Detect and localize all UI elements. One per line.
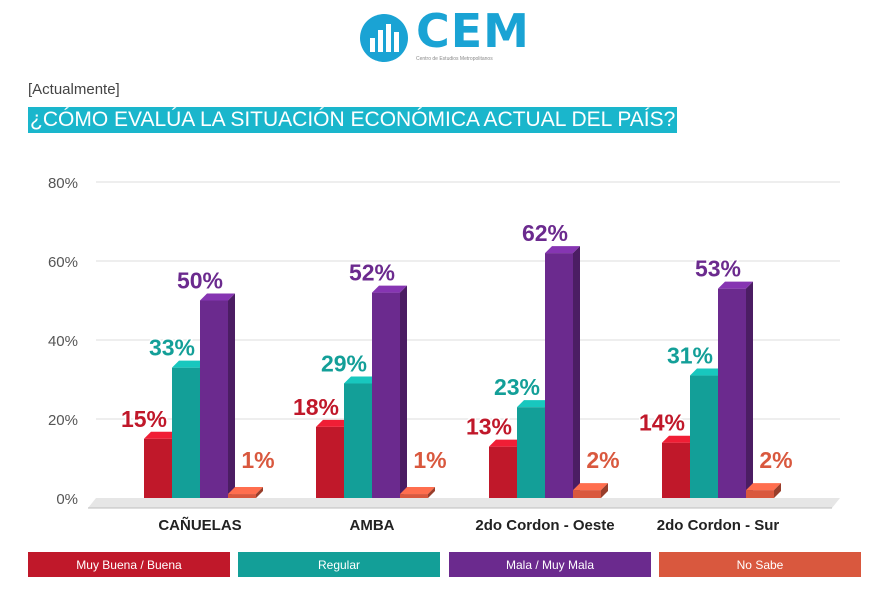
bar-top bbox=[316, 419, 351, 427]
bar-side bbox=[774, 483, 781, 498]
bar bbox=[200, 300, 228, 498]
bar bbox=[316, 426, 344, 498]
data-label: 1% bbox=[241, 447, 274, 473]
bar-top bbox=[489, 439, 524, 447]
y-tick-label: 80% bbox=[48, 175, 78, 192]
bar-side bbox=[228, 293, 235, 498]
data-label: 2% bbox=[586, 447, 619, 473]
bar bbox=[690, 375, 718, 498]
bar-top bbox=[573, 483, 608, 491]
bar-top bbox=[344, 376, 379, 384]
bar bbox=[372, 292, 400, 498]
y-tick-label: 40% bbox=[48, 333, 78, 350]
logo-text: CEM bbox=[416, 4, 530, 58]
question-title: ¿CÓMO EVALÚA LA SITUACIÓN ECONÓMICA ACTU… bbox=[28, 107, 678, 133]
data-label: 52% bbox=[349, 260, 395, 286]
category-label: 2do Cordon - Sur bbox=[657, 517, 780, 534]
bar-top bbox=[517, 400, 552, 408]
bar bbox=[172, 367, 200, 498]
bar-top bbox=[144, 431, 179, 439]
bar bbox=[228, 494, 256, 498]
bar-top bbox=[746, 483, 781, 491]
bar-top bbox=[718, 281, 753, 289]
data-label: 31% bbox=[667, 343, 713, 369]
bar bbox=[344, 383, 372, 498]
bar bbox=[517, 407, 545, 498]
bar bbox=[400, 494, 428, 498]
bar-top bbox=[372, 285, 407, 293]
data-label: 15% bbox=[121, 406, 167, 432]
data-label: 23% bbox=[494, 374, 540, 400]
bar-top bbox=[662, 435, 697, 443]
data-label: 1% bbox=[413, 447, 446, 473]
data-label: 29% bbox=[321, 350, 367, 376]
bar-top bbox=[400, 487, 435, 495]
bar bbox=[662, 442, 690, 498]
category-label: AMBA bbox=[350, 517, 395, 534]
y-tick-label: 0% bbox=[56, 491, 78, 508]
bar-side bbox=[256, 487, 263, 498]
category-label: 2do Cordon - Oeste bbox=[475, 517, 614, 534]
data-label: 13% bbox=[466, 414, 512, 440]
context-label: [Actualmente] bbox=[28, 81, 120, 98]
bar-side bbox=[400, 285, 407, 498]
bar-top bbox=[172, 360, 207, 368]
bar bbox=[573, 490, 601, 498]
bar bbox=[545, 253, 573, 498]
y-tick-label: 60% bbox=[48, 254, 78, 271]
bar bbox=[144, 438, 172, 498]
bar-side bbox=[601, 483, 608, 498]
bar-top bbox=[200, 293, 235, 301]
bar-top bbox=[545, 246, 580, 254]
bar bbox=[718, 288, 746, 498]
data-label: 50% bbox=[177, 268, 223, 294]
data-label: 2% bbox=[759, 447, 792, 473]
bar-side bbox=[573, 246, 580, 498]
bar-top bbox=[228, 487, 263, 495]
logo-subtitle: Centro de Estudios Metropolitanos bbox=[416, 56, 493, 62]
bar-side bbox=[428, 487, 435, 498]
chart-floor bbox=[88, 498, 840, 508]
legend-item: Mala / Muy Mala bbox=[449, 552, 651, 577]
data-label: 53% bbox=[695, 256, 741, 282]
y-tick-label: 20% bbox=[48, 412, 78, 429]
bar bbox=[489, 446, 517, 498]
bar bbox=[746, 490, 774, 498]
cem-logo-icon bbox=[360, 14, 408, 62]
category-label: CAÑUELAS bbox=[158, 516, 241, 534]
bar-top bbox=[690, 368, 725, 376]
legend-item: Regular bbox=[238, 552, 440, 577]
data-label: 33% bbox=[149, 335, 195, 361]
legend-item: No Sabe bbox=[659, 552, 861, 577]
legend-item: Muy Buena / Buena bbox=[28, 552, 230, 577]
bar-side bbox=[746, 281, 753, 498]
data-label: 62% bbox=[522, 220, 568, 246]
data-label: 18% bbox=[293, 394, 339, 420]
data-label: 14% bbox=[639, 410, 685, 436]
